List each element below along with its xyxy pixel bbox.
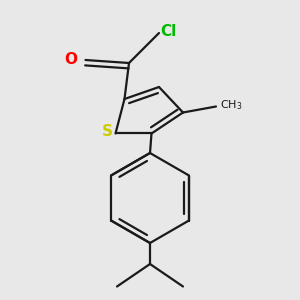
Text: O: O [64,52,77,68]
Text: Cl: Cl [160,24,177,39]
Text: S: S [102,124,112,140]
Text: CH$_3$: CH$_3$ [220,98,242,112]
